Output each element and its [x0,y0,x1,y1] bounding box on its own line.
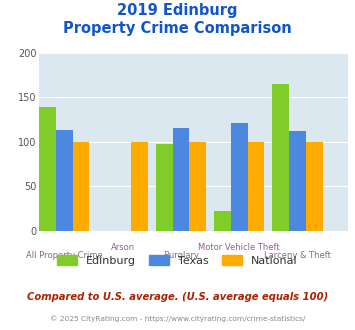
Bar [173,128,189,231]
Text: © 2025 CityRating.com - https://www.cityrating.com/crime-statistics/: © 2025 CityRating.com - https://www.city… [50,315,305,322]
Bar [289,131,306,231]
Bar [156,144,173,231]
Bar [248,142,264,231]
Text: Burglary: Burglary [163,251,199,260]
Text: Property Crime Comparison: Property Crime Comparison [63,21,292,36]
Bar [131,142,148,231]
Text: 2019 Edinburg: 2019 Edinburg [117,3,238,18]
Text: Motor Vehicle Theft: Motor Vehicle Theft [198,243,280,251]
Text: Compared to U.S. average. (U.S. average equals 100): Compared to U.S. average. (U.S. average … [27,292,328,302]
Bar [189,142,206,231]
Text: All Property Crime: All Property Crime [26,251,103,260]
Bar [214,212,231,231]
Bar [56,130,72,231]
Bar [272,84,289,231]
Legend: Edinburg, Texas, National: Edinburg, Texas, National [53,250,302,270]
Text: Arson: Arson [110,243,135,251]
Bar [306,142,323,231]
Bar [39,107,56,231]
Bar [72,142,89,231]
Text: Larceny & Theft: Larceny & Theft [264,251,331,260]
Bar [231,123,248,231]
